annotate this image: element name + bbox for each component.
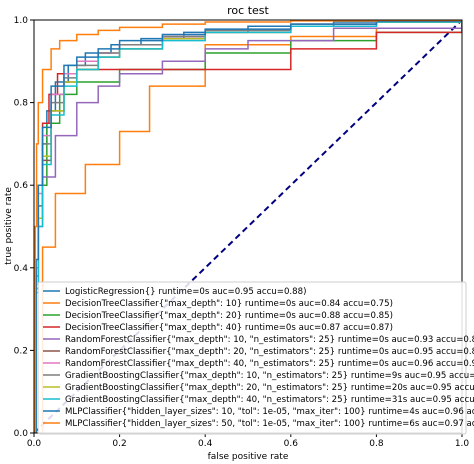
legend-entry: GradientBoostingClassifier{"max_depth": … (65, 395, 474, 405)
x-tick-label: 0.4 (198, 439, 213, 449)
x-tick-label: 0.0 (27, 439, 42, 449)
ticks-layer: 0.0 0.2 0.4 0.6 0.8 1.0 0.0 0.2 0.4 0.6 0.8 1.0 (14, 16, 470, 449)
legend-entry: MLPClassifier{"hidden_layer_sizes": 10, … (65, 407, 474, 417)
y-tick-label: 0.8 (14, 99, 29, 109)
x-tick-label: 0.8 (369, 439, 384, 449)
legend-entry: RandomForestClassifier{"max_depth": 20, … (65, 347, 474, 357)
diagonal-reference-line (34, 20, 462, 433)
roc-curve-11 (34, 20, 462, 433)
legend-entry: LogisticRegression{} runtime=0s auc=0.95… (65, 287, 306, 297)
legend-entry: RandomForestClassifier{"max_depth": 10, … (65, 335, 474, 345)
y-tick-label: 1.0 (14, 16, 29, 26)
x-tick-label: 0.2 (112, 439, 126, 449)
y-tick-label: 0.4 (14, 264, 29, 274)
x-tick-label: 0.6 (284, 439, 299, 449)
y-tick-label: 0.6 (14, 181, 29, 191)
series-layer (34, 20, 462, 433)
legend-entry: RandomForestClassifier{"max_depth": 40, … (65, 359, 474, 369)
legend-entry: DecisionTreeClassifier{"max_depth": 40} … (65, 323, 393, 333)
legend-entry: GradientBoostingClassifier{"max_depth": … (65, 371, 474, 381)
chart-title: roc test (227, 4, 269, 17)
legend-entry: MLPClassifier{"hidden_layer_sizes": 50, … (65, 419, 474, 429)
roc-curve-12 (34, 20, 462, 433)
legend-box (37, 281, 467, 435)
x-axis-label: false positive rate (208, 452, 289, 462)
y-tick-label: 0.0 (14, 429, 29, 439)
legend-entry: GradientBoostingClassifier{"max_depth": … (65, 383, 474, 393)
x-tick-label: 1.0 (455, 439, 470, 449)
y-axis-label: true positive rate (4, 187, 14, 265)
legend-entry: DecisionTreeClassifier{"max_depth": 20} … (65, 311, 393, 321)
y-tick-label: 0.2 (14, 346, 28, 356)
legend-entry: DecisionTreeClassifier{"max_depth": 10} … (65, 299, 393, 309)
legend: LogisticRegression{} runtime=0s auc=0.95… (37, 281, 474, 435)
